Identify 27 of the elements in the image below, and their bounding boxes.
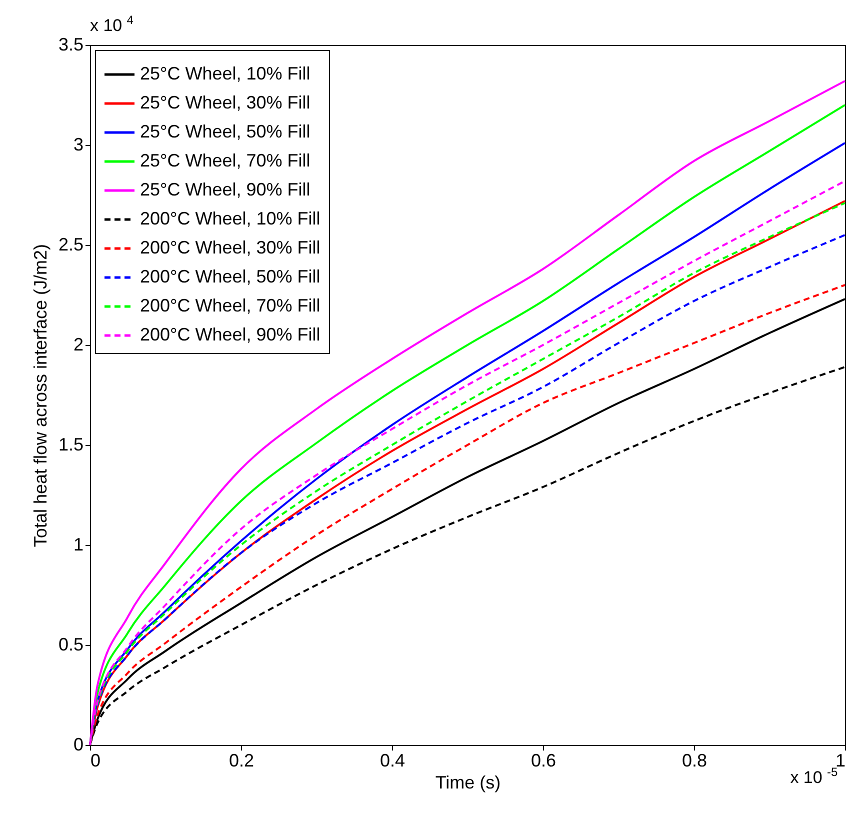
legend-label: 25°C Wheel, 30% Fill — [140, 92, 310, 112]
x-tick-label: 1 — [835, 750, 846, 770]
y-tick-label: 2 — [73, 334, 84, 354]
legend-label: 200°C Wheel, 90% Fill — [140, 324, 320, 344]
x-tick-label: 0 — [90, 750, 101, 770]
y-axis-title: Total heat flow across interface (J/m2) — [30, 244, 50, 548]
x-tick-label: 0.2 — [228, 750, 254, 770]
y-tick-label: 1 — [73, 534, 84, 554]
x-tick-label: 0.8 — [682, 750, 708, 770]
y-tick-label: 0 — [73, 734, 84, 754]
x-axis-title: Time (s) — [435, 772, 501, 792]
legend-label: 25°C Wheel, 10% Fill — [140, 64, 310, 84]
x-tick-label: 0.6 — [530, 750, 556, 770]
legend-label: 200°C Wheel, 10% Fill — [140, 208, 320, 228]
text: x 10-5 — [790, 765, 838, 787]
y-tick-label: 0.5 — [58, 634, 84, 654]
y-tick-label: 2.5 — [58, 234, 84, 254]
legend-label: 200°C Wheel, 30% Fill — [140, 238, 320, 258]
legend-label: 25°C Wheel, 90% Fill — [140, 180, 310, 200]
y-tick-label: 3 — [73, 134, 84, 154]
legend-label: 200°C Wheel, 50% Fill — [140, 266, 320, 286]
legend-label: 25°C Wheel, 70% Fill — [140, 150, 310, 170]
legend-label: 25°C Wheel, 50% Fill — [140, 122, 310, 142]
y-tick-label: 1.5 — [58, 434, 84, 454]
y-tick-label: 3.5 — [58, 34, 84, 54]
legend-label: 200°C Wheel, 70% Fill — [140, 296, 320, 316]
x-tick-label: 0.4 — [380, 750, 406, 770]
